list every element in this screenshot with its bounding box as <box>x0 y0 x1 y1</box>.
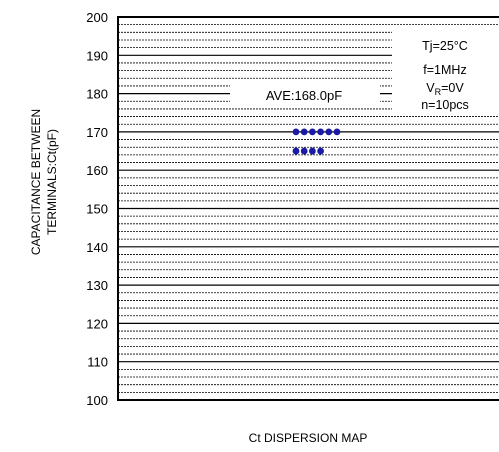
y-tick-label: 110 <box>87 355 108 370</box>
condition-vr-sub: R <box>435 87 442 97</box>
average-label: AVE:168.0pF <box>266 88 342 103</box>
data-point <box>317 147 324 155</box>
data-point <box>292 147 300 155</box>
plot-frame <box>117 16 499 401</box>
data-point <box>292 128 300 136</box>
data-points <box>292 128 341 155</box>
condition-vr-suffix: =0V <box>441 81 464 95</box>
condition-vr-prefix: V <box>426 81 435 95</box>
condition-n: n=10pcs <box>421 98 469 112</box>
condition-f: f=1MHz <box>423 63 466 77</box>
y-tick-label: 160 <box>86 163 108 178</box>
data-point <box>317 128 324 136</box>
y-axis-label-line1: CAPACITANCE BETWEEN <box>29 109 43 255</box>
y-tick-label: 140 <box>86 240 108 255</box>
data-point <box>309 128 316 136</box>
y-tick-label: 130 <box>86 278 108 293</box>
data-point <box>300 147 308 155</box>
condition-vr: VR=0V <box>426 81 464 97</box>
y-tick-label: 200 <box>86 10 108 25</box>
y-tick-label: 180 <box>86 87 108 102</box>
data-point <box>325 128 333 136</box>
y-tick-labels: 100 110 120 130 140 150 160 170 180 190 200 <box>86 10 108 408</box>
y-tick-label: 120 <box>86 316 108 331</box>
y-tick-label: 100 <box>86 393 108 408</box>
y-axis-label-line2: TERMINALS:Ct(pF) <box>45 129 59 235</box>
y-tick-label: 190 <box>86 48 108 63</box>
data-point <box>300 128 308 136</box>
y-tick-label: 170 <box>86 125 108 140</box>
average-label-box <box>230 85 380 105</box>
y-tick-label: 150 <box>86 202 108 217</box>
data-point <box>309 147 316 155</box>
x-axis-label: Ct DISPERSION MAP <box>249 431 368 445</box>
condition-tj: Tj=25°C <box>422 39 468 53</box>
conditions-box <box>392 30 499 114</box>
data-point <box>333 128 341 136</box>
